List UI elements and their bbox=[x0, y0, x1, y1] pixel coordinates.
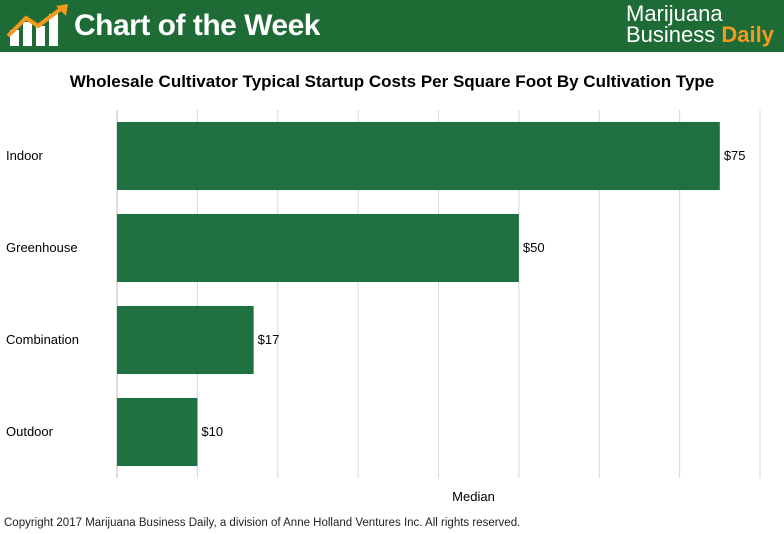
banner-title: Chart of the Week bbox=[74, 9, 321, 42]
rising-bar-chart-icon bbox=[6, 4, 68, 46]
chart-title: Wholesale Cultivator Typical Startup Cos… bbox=[69, 72, 715, 91]
data-label: $10 bbox=[201, 424, 223, 439]
category-label: Indoor bbox=[6, 148, 44, 163]
category-label: Outdoor bbox=[6, 424, 54, 439]
category-label: Combination bbox=[6, 332, 79, 347]
brand-word-daily: Daily bbox=[721, 22, 774, 47]
data-label: $17 bbox=[258, 332, 280, 347]
bar bbox=[117, 305, 254, 375]
category-label: Greenhouse bbox=[6, 240, 78, 255]
data-label: $50 bbox=[523, 240, 545, 255]
brand-logo: Marijuana Business Daily bbox=[626, 1, 774, 47]
brand-word-business: Business bbox=[626, 22, 716, 47]
bar bbox=[117, 121, 720, 191]
brand-line1: Marijuana bbox=[626, 1, 723, 26]
brand-line2: Business Daily bbox=[626, 22, 774, 47]
bar-chart: $75 Indoor $50 Greenhouse $17 Combination $10 O… bbox=[6, 110, 761, 504]
copyright-footer: Copyright 2017 Marijuana Business Daily,… bbox=[4, 517, 521, 529]
x-axis-title: Median bbox=[452, 489, 495, 504]
data-label: $75 bbox=[724, 148, 746, 163]
header-banner: Chart of the Week Marijuana Business Dai… bbox=[0, 0, 784, 52]
bar bbox=[117, 397, 198, 467]
bar bbox=[117, 213, 519, 283]
